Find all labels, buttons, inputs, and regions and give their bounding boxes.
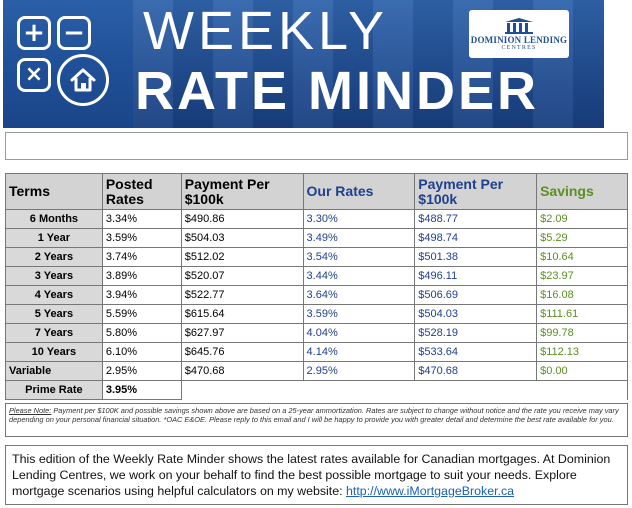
our-payment-cell: $504.03: [414, 304, 538, 324]
savings-cell: $23.97: [536, 266, 628, 286]
banner-title-weekly: WEEKLY: [143, 1, 389, 61]
our-rate-cell: 4.04%: [302, 323, 416, 343]
term-cell: 7 Years: [5, 323, 103, 343]
posted-rate-cell: 5.59%: [101, 304, 182, 324]
logo-sub-text: CENTRES: [501, 45, 537, 51]
posted-rate-cell: 3.74%: [101, 247, 182, 267]
our-rate-cell: 3.49%: [302, 228, 416, 248]
header-our-rates: Our Rates: [302, 173, 416, 210]
term-cell: 10 Years: [5, 342, 103, 362]
savings-cell: $0.00: [536, 361, 628, 381]
note-lead: Please Note:: [9, 406, 52, 415]
prime-rate-label: Prime Rate: [5, 380, 103, 400]
term-cell: 4 Years: [5, 285, 103, 305]
posted-rate-cell: 3.59%: [101, 228, 182, 248]
table-row: 7 Years 5.80% $627.97 4.04% $528.19 $99.…: [5, 323, 628, 343]
posted-payment-cell: $627.97: [180, 323, 304, 343]
calculator-icon-group: + − ×: [17, 16, 127, 108]
times-icon: ×: [17, 58, 51, 92]
note-text: Payment per $100K and possible savings s…: [9, 406, 619, 424]
header-banner: + − × WEEKLY RATE MINDER DOMINION LENDIN…: [3, 0, 604, 128]
logo-brand-text: DOMINION LENDING: [470, 35, 568, 45]
our-payment-cell: $528.19: [414, 323, 538, 343]
header-terms: Terms: [5, 173, 103, 210]
savings-cell: $2.09: [536, 209, 628, 229]
our-payment-cell: $498.74: [414, 228, 538, 248]
prime-rate-row: Prime Rate 3.95%: [5, 380, 629, 400]
term-cell: 1 Year: [5, 228, 103, 248]
posted-payment-cell: $470.68: [180, 361, 304, 381]
posted-payment-cell: $490.86: [180, 209, 304, 229]
header-payment-posted: Payment Per $100k: [180, 173, 304, 210]
our-payment-cell: $501.38: [414, 247, 538, 267]
table-row: 4 Years 3.94% $522.77 3.64% $506.69 $16.…: [5, 285, 628, 305]
posted-payment-cell: $645.76: [180, 342, 304, 362]
prime-rate-spacer: [180, 380, 629, 400]
posted-rate-cell: 3.89%: [101, 266, 182, 286]
plus-icon: +: [17, 16, 51, 50]
our-rate-cell: 3.30%: [302, 209, 416, 229]
rates-table: Terms Posted Rates Payment Per $100k Our…: [5, 173, 629, 400]
savings-cell: $10.64: [536, 247, 628, 267]
term-cell: 5 Years: [5, 304, 103, 324]
posted-payment-cell: $504.03: [180, 228, 304, 248]
savings-cell: $99.78: [536, 323, 628, 343]
posted-rate-cell: 2.95%: [101, 361, 182, 381]
our-rate-cell: 4.14%: [302, 342, 416, 362]
savings-cell: $112.13: [536, 342, 628, 362]
dominion-lending-logo[interactable]: DOMINION LENDING CENTRES: [469, 10, 569, 58]
our-payment-cell: $533.64: [414, 342, 538, 362]
house-icon: [57, 54, 109, 106]
savings-cell: $111.61: [536, 304, 628, 324]
header-savings: Savings: [536, 173, 628, 210]
info-paragraph: This edition of the Weekly Rate Minder s…: [5, 445, 628, 505]
term-cell: 6 Months: [5, 209, 103, 229]
term-cell: 3 Years: [5, 266, 103, 286]
our-rate-cell: 3.64%: [302, 285, 416, 305]
our-payment-cell: $488.77: [414, 209, 538, 229]
table-row: 5 Years 5.59% $615.64 3.59% $504.03 $111…: [5, 304, 628, 324]
posted-rate-cell: 5.80%: [101, 323, 182, 343]
table-row: 2 Years 3.74% $512.02 3.54% $501.38 $10.…: [5, 247, 628, 267]
posted-rate-cell: 3.34%: [101, 209, 182, 229]
our-rate-cell: 3.44%: [302, 266, 416, 286]
our-rate-cell: 3.54%: [302, 247, 416, 267]
header-posted-rates: Posted Rates: [101, 173, 182, 210]
table-row: 3 Years 3.89% $520.07 3.44% $496.11 $23.…: [5, 266, 628, 286]
info-text: This edition of the Weekly Rate Minder s…: [12, 452, 611, 498]
posted-payment-cell: $512.02: [180, 247, 304, 267]
table-row: 10 Years 6.10% $645.76 4.14% $533.64 $11…: [5, 342, 628, 362]
table-row: 6 Months 3.34% $490.86 3.30% $488.77 $2.…: [5, 209, 628, 229]
posted-rate-cell: 6.10%: [101, 342, 182, 362]
rates-header-row: Terms Posted Rates Payment Per $100k Our…: [5, 173, 628, 210]
table-row: 1 Year 3.59% $504.03 3.49% $498.74 $5.29: [5, 228, 628, 248]
our-payment-cell: $470.68: [414, 361, 538, 381]
banner-title-rate-minder: RATE MINDER: [135, 61, 539, 121]
savings-cell: $5.29: [536, 228, 628, 248]
disclaimer-note: Please Note: Payment per $100K and possi…: [5, 403, 628, 437]
minus-icon: −: [57, 16, 91, 50]
posted-payment-cell: $520.07: [180, 266, 304, 286]
savings-cell: $16.08: [536, 285, 628, 305]
our-rate-cell: 2.95%: [302, 361, 416, 381]
header-payment-ours: Payment Per $100k: [414, 173, 538, 210]
our-payment-cell: $496.11: [414, 266, 538, 286]
our-rate-cell: 3.59%: [302, 304, 416, 324]
prime-rate-value: 3.95%: [101, 380, 182, 400]
our-payment-cell: $506.69: [414, 285, 538, 305]
term-cell: Variable: [5, 361, 103, 381]
posted-rate-cell: 3.94%: [101, 285, 182, 305]
website-link[interactable]: http://www.iMortgageBroker.ca: [346, 484, 515, 498]
posted-payment-cell: $522.77: [180, 285, 304, 305]
posted-payment-cell: $615.64: [180, 304, 304, 324]
term-cell: 2 Years: [5, 247, 103, 267]
empty-message-box: [5, 132, 628, 160]
table-row: Variable 2.95% $470.68 2.95% $470.68 $0.…: [5, 361, 628, 381]
pillars-icon: [505, 18, 533, 34]
